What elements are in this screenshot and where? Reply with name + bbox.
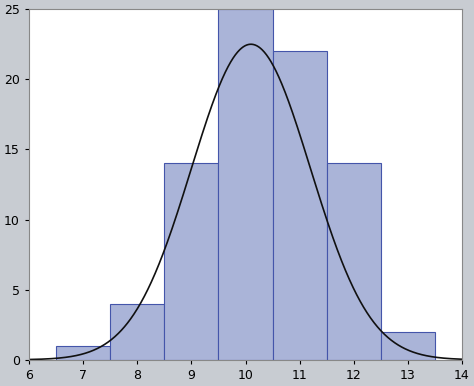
Bar: [327, 163, 381, 360]
Bar: [381, 332, 435, 360]
Bar: [164, 163, 219, 360]
Bar: [110, 304, 164, 360]
Bar: [219, 9, 273, 360]
Bar: [273, 51, 327, 360]
Bar: [56, 346, 110, 360]
